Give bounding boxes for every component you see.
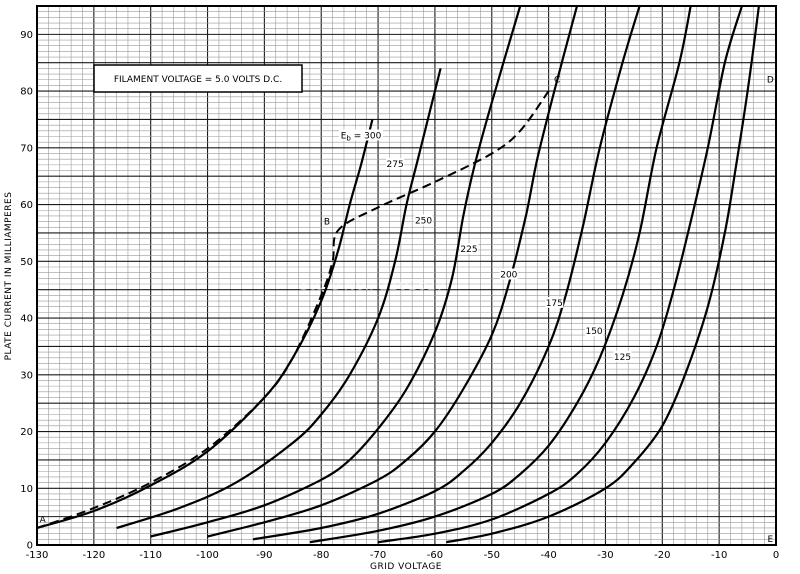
series-label-175: 175 (546, 299, 563, 309)
x-tick-label: 0 (773, 550, 779, 561)
series-label-225: 225 (460, 245, 477, 255)
series-label-bg (460, 242, 479, 254)
x-tick-label: -60 (427, 550, 443, 561)
series-label-250: 250 (415, 217, 432, 227)
series-line-175 (309, 5, 692, 544)
x-tick-label: -70 (370, 550, 386, 561)
series-line-125 (446, 5, 760, 544)
annotation-text: FILAMENT VOLTAGE = 5.0 VOLTS D.C. (114, 75, 282, 85)
x-tick-label: -90 (256, 550, 272, 561)
series-label-200: 200 (500, 271, 517, 281)
series-label-bg (545, 296, 564, 308)
x-tick-label: -80 (313, 550, 329, 561)
x-tick-label: -40 (540, 550, 556, 561)
x-tick-label: -20 (654, 550, 670, 561)
point-label-d: D (767, 76, 774, 86)
series-label-bg (585, 325, 604, 337)
series-line-275 (116, 68, 442, 530)
y-tick-label: 40 (20, 314, 33, 325)
y-axis-title: PLATE CURRENT IN MILLIAMPERES (4, 192, 14, 361)
series-label-bg (386, 157, 405, 169)
watermark-layer: Store No.: 1101617 (300, 276, 447, 294)
series-label-bg (613, 350, 632, 362)
series-line-200 (252, 5, 641, 541)
plot-frame (36, 5, 777, 546)
x-tick-label: -130 (26, 550, 49, 561)
series-label-150: 150 (585, 327, 602, 337)
load-line-layer (36, 90, 550, 529)
series-line-250 (150, 5, 522, 538)
point-label-b: B (324, 217, 330, 227)
point-label-c: C (554, 76, 560, 86)
x-tick-labels: -130 -120 -110 -100 -90 -80 -70 -60 -50 -40 -30 -20… (26, 550, 780, 561)
series-label-275: 275 (387, 160, 404, 170)
y-tick-label: 0 (27, 541, 33, 552)
series-label-bg (414, 214, 433, 226)
series-label-bg (499, 268, 518, 280)
y-tick-label: 20 (20, 427, 33, 438)
annotation-frame (93, 64, 303, 93)
x-tick-label: -110 (139, 550, 162, 561)
y-tick-label: 30 (20, 370, 33, 381)
x-tick-label: -100 (196, 550, 219, 561)
x-tick-label: -10 (711, 550, 727, 561)
y-tick-labels: 0 10 20 30 40 50 60 70 80 90 (20, 30, 33, 552)
curves-layer (36, 5, 760, 544)
x-tick-label: -30 (597, 550, 613, 561)
y-tick-label: 10 (20, 484, 33, 495)
load-line (36, 90, 550, 529)
watermark-text: Store No.: 1101617 (300, 276, 447, 294)
point-label-a: A (40, 515, 47, 525)
point-label-e: E (767, 535, 773, 545)
annotation-box: FILAMENT VOLTAGE = 5.0 VOLTS D.C. (93, 64, 303, 93)
series-line-150 (377, 5, 743, 544)
series-label-bg (339, 129, 384, 141)
y-tick-label: 60 (20, 200, 33, 211)
y-tick-label: 90 (20, 30, 33, 41)
series-label-125: 125 (614, 353, 631, 363)
series-label-300: Eb = 300 (341, 131, 382, 142)
curve-labels-layer: Eb = 300 275 250 225 200 175 150 125 (339, 129, 632, 363)
y-tick-label: 80 (20, 87, 33, 98)
x-tick-label: -50 (484, 550, 500, 561)
y-tick-label: 50 (20, 257, 33, 268)
series-line-225 (207, 5, 579, 538)
point-labels-layer: A B C D E (40, 76, 774, 546)
y-tick-label: 70 (20, 143, 33, 154)
x-tick-label: -120 (82, 550, 105, 561)
x-axis-title: GRID VOLTAGE (370, 562, 442, 572)
